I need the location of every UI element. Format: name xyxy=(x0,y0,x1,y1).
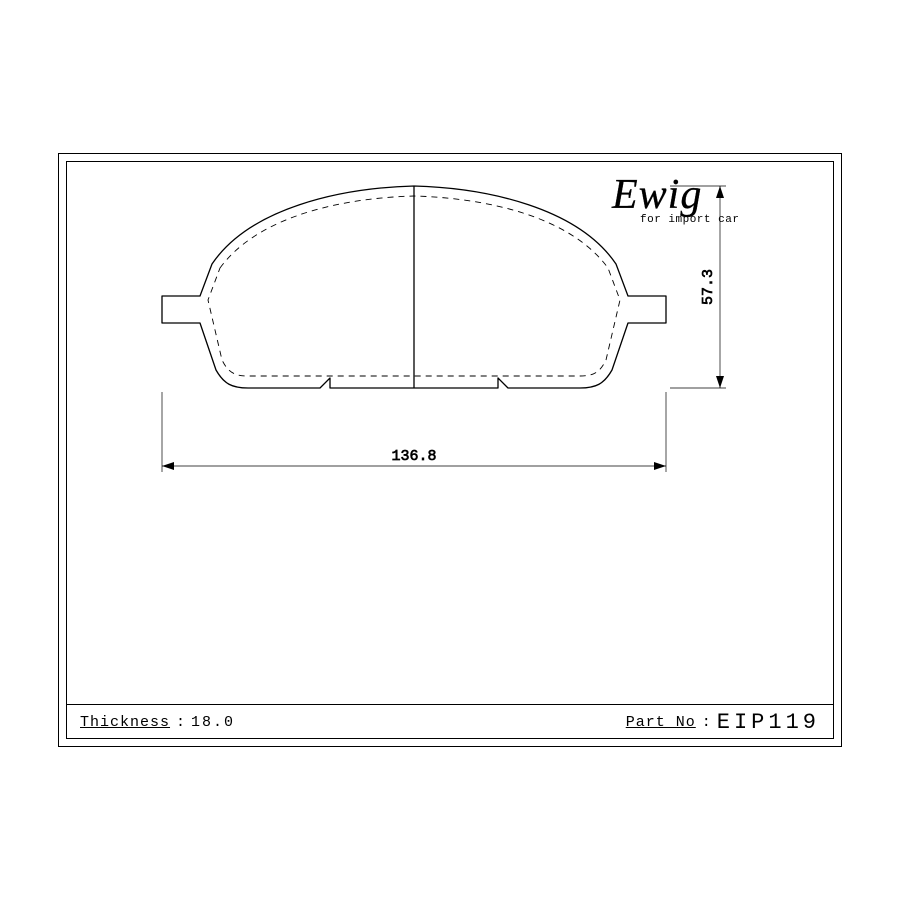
partno-separator: : xyxy=(696,714,717,731)
dimension-width: 136.8 xyxy=(162,392,666,472)
part-drawing: 136.8 57.3 xyxy=(66,161,834,739)
partno-value: EIP119 xyxy=(717,710,820,735)
dimension-height: 57.3 xyxy=(670,186,726,388)
thickness-separator: : xyxy=(170,714,191,731)
technical-drawing-page: Ewig for import car 136.8 xyxy=(0,0,900,900)
dimension-height-value: 57.3 xyxy=(700,269,717,305)
dimension-width-value: 136.8 xyxy=(391,448,436,465)
partno-label: Part No xyxy=(626,714,696,731)
title-block: Thickness : 18.0 Part No : EIP119 xyxy=(66,704,834,739)
thickness-label: Thickness xyxy=(80,714,170,731)
thickness-value: 18.0 xyxy=(191,714,235,731)
